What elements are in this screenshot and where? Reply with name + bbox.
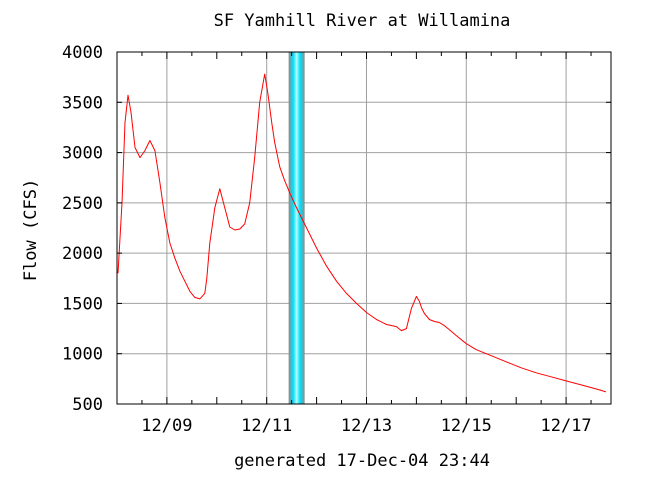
x-tick-label: 12/17 [540, 416, 591, 436]
x-tick-label: 12/13 [341, 416, 392, 436]
current-time-band [288, 52, 305, 404]
y-tick-label: 2000 [62, 244, 103, 264]
y-tick-label: 3500 [62, 93, 103, 113]
y-tick-label: 2500 [62, 194, 103, 214]
y-tick-label: 3000 [62, 144, 103, 164]
x-axis-tick-labels: 12/09 12/11 12/13 12/15 12/17 [141, 416, 591, 436]
x-tick-label: 12/15 [441, 416, 492, 436]
generated-timestamp: generated 17-Dec-04 23:44 [234, 451, 490, 471]
current-time-band-layer [288, 52, 305, 404]
y-tick-label: 4000 [62, 43, 103, 63]
y-axis-tick-labels: 500 1000 1500 2000 2500 3000 3500 4000 [62, 43, 103, 415]
x-tick-label: 12/11 [241, 416, 292, 436]
grid-lines [117, 52, 611, 404]
y-tick-label: 1500 [62, 294, 103, 314]
axis-ticks [117, 51, 611, 405]
flow-series-line [117, 73, 607, 393]
plot-frame [116, 51, 612, 405]
y-tick-label: 1000 [62, 345, 103, 365]
chart-title: SF Yamhill River at Willamina [214, 11, 511, 31]
x-tick-label: 12/09 [141, 416, 192, 436]
y-tick-label: 500 [72, 395, 103, 415]
series-layer [117, 73, 607, 393]
y-axis-label: Flow (CFS) [21, 179, 41, 281]
